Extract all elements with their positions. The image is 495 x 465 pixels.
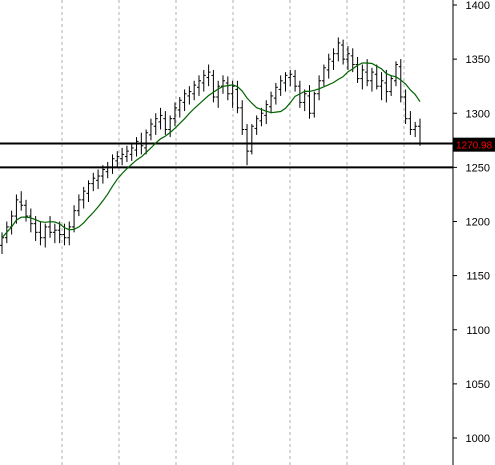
ohlc-bar [91, 172, 96, 192]
ohlc-bar [413, 121, 418, 138]
ohlc-bar [384, 69, 389, 103]
ohlc-bar [307, 85, 312, 119]
ohlc-bar [163, 111, 168, 135]
y-tick-label: 1250 [466, 162, 490, 174]
price-tag-label: 1270.98 [456, 141, 493, 152]
ohlc-bar [168, 115, 173, 138]
ohlc-bar [139, 132, 144, 155]
ohlc-bar [418, 118, 422, 146]
ohlc-bar [48, 216, 53, 238]
ohlc-bar [288, 69, 293, 87]
ohlc-bar [374, 64, 379, 90]
ohlc-bar [278, 75, 283, 96]
ohlc-bar [76, 194, 81, 217]
ohlc-bar [57, 221, 62, 244]
horizontal-lines [0, 142, 453, 169]
ohlc-bar [331, 48, 336, 70]
ohlc-bar [379, 72, 384, 101]
ohlc-bar [240, 100, 245, 135]
ohlc-bar [211, 69, 216, 103]
y-axis: 1000 1050 1100 1150 1200 1250 1300 1350 1400 [452, 0, 490, 465]
ohlc-bar [408, 111, 413, 135]
ohlc-bar [317, 75, 322, 101]
ohlc-bar [144, 129, 149, 155]
ohlc-bar [355, 56, 360, 83]
ohlc-bar [115, 151, 120, 168]
ohlc-bar [283, 72, 288, 92]
ohlc-bar [158, 107, 163, 130]
y-tick-label: 1200 [466, 217, 490, 229]
ohlc-bar [341, 39, 346, 65]
ohlc-bar [403, 89, 408, 125]
ohlc-bar [100, 165, 105, 184]
y-tick-label: 1100 [466, 325, 490, 337]
ohlc-bar [326, 53, 331, 79]
ohlc-bar [293, 69, 298, 92]
ohlc-bar [269, 91, 274, 114]
ohlc-bar [148, 118, 153, 141]
ohlc-bar [273, 82, 278, 105]
ohlc-bar [86, 180, 91, 203]
ohlc-bar [365, 59, 370, 87]
ohlc-bar [177, 97, 182, 118]
ohlc-bar [221, 75, 226, 94]
ohlc-bar [312, 91, 317, 118]
ohlc-bar [216, 80, 221, 108]
ohlc-bar [321, 64, 326, 87]
ohlc-bar [72, 205, 77, 233]
ohlc-bar [38, 221, 43, 246]
ohlc-bar [259, 107, 264, 127]
ohlc-bar [124, 145, 129, 162]
y-tick-label: 1350 [466, 54, 490, 66]
ohlc-bar [43, 223, 48, 248]
y-tick-label: 1400 [466, 0, 490, 12]
ohlc-bar [206, 64, 211, 87]
ohlc-bar [345, 46, 350, 70]
y-tick-label: 1300 [466, 108, 490, 120]
y-tick-label: 1150 [466, 271, 490, 283]
moving-average [1, 62, 421, 239]
ohlc-bar [192, 80, 197, 101]
ohlc-bar [52, 223, 57, 244]
ohlc-bar [336, 37, 341, 62]
ohlc-bar [172, 102, 177, 127]
ohlc-bar [245, 124, 250, 166]
ohlc-bar [393, 61, 398, 87]
ohlc-bar [249, 124, 254, 155]
price-tag-box [453, 137, 495, 152]
ohlc-bar [110, 154, 115, 174]
ohlc-bar [24, 199, 29, 222]
ohlc-bar [187, 86, 192, 105]
ohlc-bar [254, 115, 259, 135]
ohlc-bar [67, 221, 72, 246]
current-price-tag: 1270.98 [453, 137, 495, 152]
y-tick-label: 1050 [466, 379, 490, 391]
ohlc-bar [129, 143, 134, 161]
ohlc-bar [105, 161, 110, 179]
ohlc-bar [201, 69, 206, 92]
moving-average-line [1, 62, 421, 239]
ohlc-bar [81, 186, 86, 209]
ohlc-bar [196, 75, 201, 96]
ohlc-bar [225, 76, 230, 101]
ohlc-bars [0, 37, 422, 254]
ohlc-bar [389, 75, 394, 96]
y-tick-label: 1000 [466, 433, 490, 445]
ohlc-bar [14, 194, 19, 224]
ohlc-bar [264, 100, 269, 125]
ohlc-bar [302, 89, 307, 112]
ohlc-bar [19, 191, 24, 211]
ohlc-bar [369, 67, 374, 92]
ohlc-bar [120, 147, 125, 166]
ohlc-bar [153, 113, 158, 135]
ohlc-bar [9, 210, 14, 235]
ohlc-bar [28, 208, 33, 233]
ohlc-bar [96, 169, 101, 190]
ohlc-bar [182, 89, 187, 112]
ohlc-bar [134, 137, 139, 157]
ohlc-bar [398, 59, 403, 103]
ohlc-bar [360, 64, 365, 90]
